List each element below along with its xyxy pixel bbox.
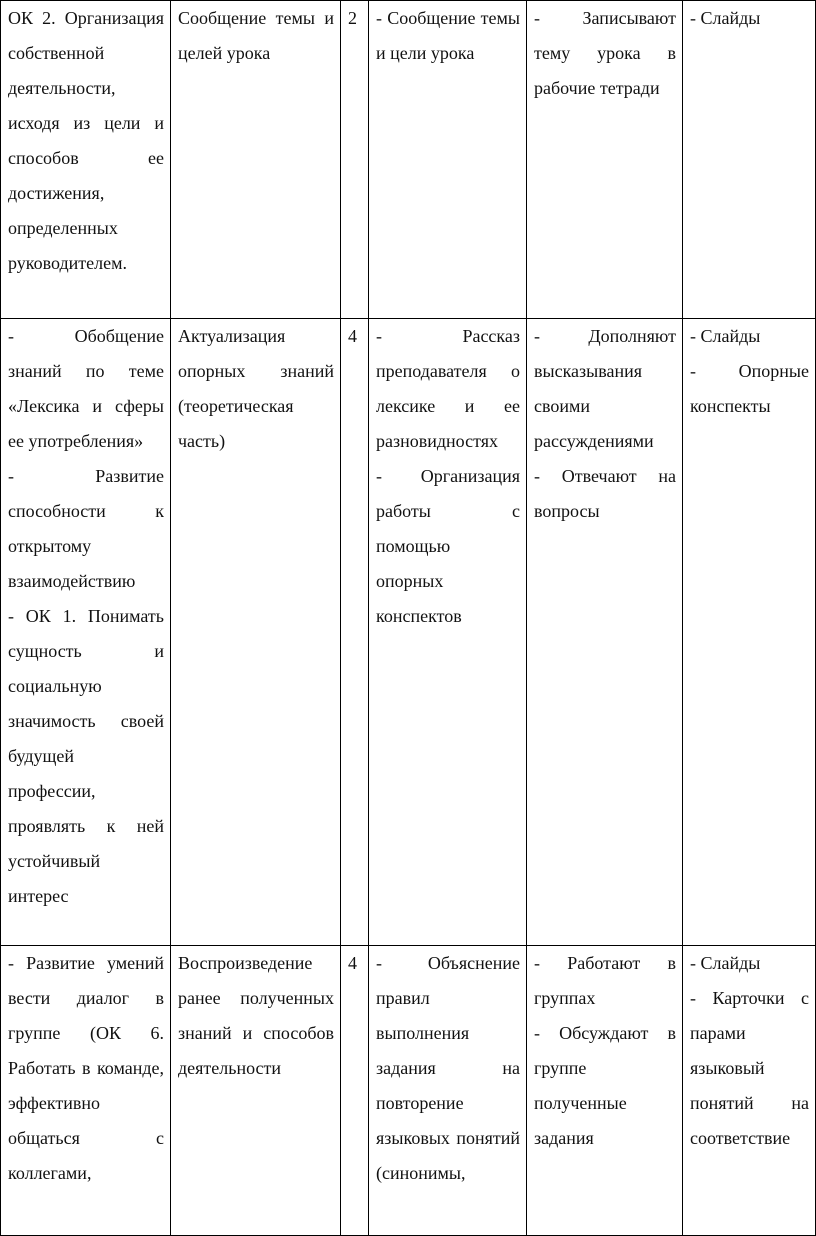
table-cell: - Слайды (682, 0, 816, 319)
cell-text: Воспроизведение ранее полученных знаний … (178, 953, 334, 1078)
table-cell: - Развитие умений вести диалог в группе … (0, 945, 171, 1236)
cell-text: - Работают в группах (534, 953, 676, 1008)
cell-text: - Карточки с парами языковый понятий на … (690, 988, 809, 1148)
cell-text: - Объяснение правил выполнения задания н… (376, 953, 520, 1183)
table-cell: ОК 2. Организация собственной деятельнос… (0, 0, 171, 319)
table-cell: 4 (340, 945, 369, 1236)
cell-text: Сообщение темы и целей урока (178, 8, 334, 63)
table-cell: 4 (340, 318, 369, 946)
cell-text: 4 (348, 326, 357, 346)
table-cell: - Слайды - Карточки с парами языковый пон… (682, 945, 816, 1236)
cell-text: - Слайды (690, 326, 761, 346)
table-row: - Обобщение знаний по теме «Лексика и сф… (0, 318, 816, 946)
cell-text: - Слайды (690, 8, 761, 28)
table-cell: - Сообщение темы и цели урока (368, 0, 527, 319)
cell-text: - ОК 1. Понимать сущность и социальную з… (8, 606, 164, 906)
cell-text: - Развитие способности к открытому взаим… (8, 466, 164, 591)
cell-text: 4 (348, 953, 357, 973)
table-cell: Воспроизведение ранее полученных знаний … (170, 945, 341, 1236)
table-cell: - Объяснение правил выполнения задания н… (368, 945, 527, 1236)
cell-text: - Развитие умений вести диалог в группе … (8, 953, 164, 1183)
cell-text: Актуализация опорных знаний (теоретическ… (178, 326, 334, 451)
table-row: - Развитие умений вести диалог в группе … (0, 945, 816, 1236)
cell-text: - Обобщение знаний по теме «Лексика и сф… (8, 326, 164, 451)
table-cell: - Рассказ преподавателя о лексике и ее р… (368, 318, 527, 946)
table-cell: - Записывают тему урока в рабочие тетрад… (526, 0, 683, 319)
table-cell: - Слайды - Опорные конспекты (682, 318, 816, 946)
cell-text: 2 (348, 8, 357, 28)
cell-text: - Рассказ преподавателя о лексике и ее р… (376, 326, 520, 451)
cell-text: ОК 2. Организация собственной деятельнос… (8, 8, 164, 273)
table-cell: - Работают в группах - Обсуждают в группе… (526, 945, 683, 1236)
cell-text: - Отвечают на вопросы (534, 466, 676, 521)
cell-text: - Обсуждают в группе полученные задания (534, 1023, 676, 1148)
table-cell: 2 (340, 0, 369, 319)
table-cell: Сообщение темы и целей урока (170, 0, 341, 319)
table-cell: - Дополняют высказывания своими рассужде… (526, 318, 683, 946)
table-row: ОК 2. Организация собственной деятельнос… (0, 0, 816, 319)
table-cell: - Обобщение знаний по теме «Лексика и сф… (0, 318, 171, 946)
cell-text: - Дополняют высказывания своими рассужде… (534, 326, 676, 451)
cell-text: - Слайды (690, 953, 761, 973)
table-cell: Актуализация опорных знаний (теоретическ… (170, 318, 341, 946)
cell-text: - Записывают тему урока в рабочие тетрад… (534, 8, 676, 98)
cell-text: - Сообщение темы и цели урока (376, 8, 520, 63)
cell-text: - Организация работы с помощью опорных к… (376, 466, 520, 626)
cell-text: - Опорные конспекты (690, 361, 809, 416)
